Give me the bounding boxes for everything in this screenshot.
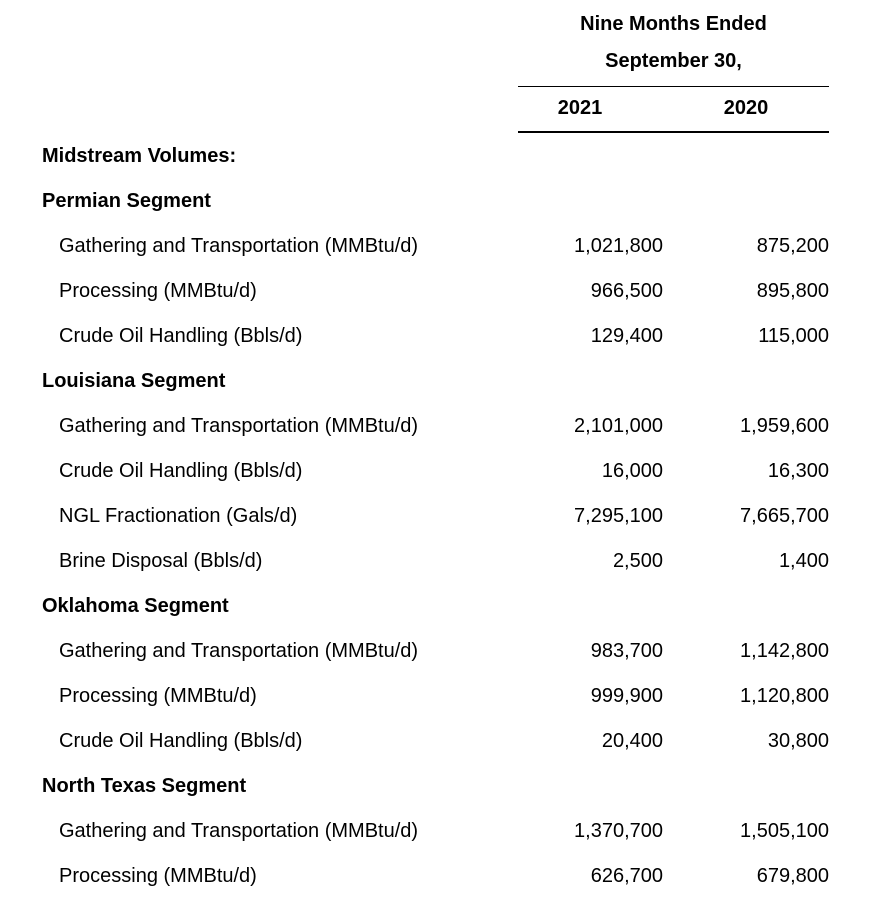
table-row: Crude Oil Handling (Bbls/d) 16,000 16,300 [0,460,873,490]
header-divider [518,86,829,87]
section-row: Midstream Volumes: [0,145,873,175]
value-2021: 7,295,100 [574,505,663,527]
table-row: Processing (MMBtu/d) 966,500 895,800 [0,280,873,310]
table-row: Gathering and Transportation (MMBtu/d) 1,… [0,820,873,850]
table-row: Brine Disposal (Bbls/d) 2,500 1,400 [0,550,873,580]
value-2020: 679,800 [756,865,829,887]
table-row: NGL Fractionation (Gals/d) 7,295,100 7,665… [0,505,873,535]
section-label: Midstream Volumes: [42,145,237,167]
table-row: Processing (MMBtu/d) 999,900 1,120,800 [0,685,873,715]
row-label: Gathering and Transportation (MMBtu/d) [59,640,419,662]
value-2021: 1,021,800 [574,235,663,257]
table-row: Crude Oil Handling (Bbls/d) 20,400 30,800 [0,730,873,760]
row-label: Processing (MMBtu/d) [59,685,257,707]
row-label: Gathering and Transportation (MMBtu/d) [59,415,419,437]
row-label: Processing (MMBtu/d) [59,865,257,887]
value-2020: 115,000 [758,325,829,347]
row-label: NGL Fractionation (Gals/d) [59,505,298,527]
row-label: Crude Oil Handling (Bbls/d) [59,460,303,482]
value-2020: 1,505,100 [740,820,829,842]
table-row: Processing (MMBtu/d) 626,700 679,800 [0,865,873,895]
section-label: Louisiana Segment [42,370,226,392]
header-bottom-divider [518,131,829,133]
table-row: Gathering and Transportation (MMBtu/d) 2,… [0,415,873,445]
value-2020: 1,120,800 [740,685,829,707]
value-2020: 7,665,700 [740,505,829,527]
table-row: Gathering and Transportation (MMBtu/d) 1,… [0,235,873,265]
value-2021: 966,500 [590,280,663,302]
section-label: Permian Segment [42,190,211,212]
value-2021: 1,370,700 [574,820,663,842]
section-label: Oklahoma Segment [42,595,229,617]
value-2020: 1,142,800 [740,640,829,662]
row-label: Crude Oil Handling (Bbls/d) [59,730,303,752]
section-label: North Texas Segment [42,775,247,797]
row-label: Gathering and Transportation (MMBtu/d) [59,235,419,257]
value-2020: 30,800 [767,730,829,752]
value-2021: 2,500 [612,550,663,572]
row-label: Brine Disposal (Bbls/d) [59,550,263,572]
column-header-2021: 2021 [557,97,603,119]
value-2021: 983,700 [590,640,663,662]
value-2020: 1,959,600 [740,415,829,437]
value-2020: 16,300 [767,460,829,482]
value-2020: 1,400 [778,550,829,572]
section-row: North Texas Segment [0,775,873,805]
period-header-line2: September 30, [605,50,742,72]
period-header-line1: Nine Months Ended [580,13,767,35]
table-row: Gathering and Transportation (MMBtu/d) 98… [0,640,873,670]
value-2021: 20,400 [601,730,663,752]
row-label: Gathering and Transportation (MMBtu/d) [59,820,419,842]
value-2020: 875,200 [756,235,829,257]
value-2021: 16,000 [601,460,663,482]
row-label: Crude Oil Handling (Bbls/d) [59,325,303,347]
value-2021: 2,101,000 [574,415,663,437]
column-header-2020: 2020 [723,97,769,119]
table-row: Crude Oil Handling (Bbls/d) 129,400 115,00… [0,325,873,355]
value-2021: 999,900 [590,685,663,707]
value-2020: 895,800 [756,280,829,302]
section-row: Permian Segment [0,190,873,220]
value-2021: 129,400 [590,325,663,347]
row-label: Processing (MMBtu/d) [59,280,257,302]
section-row: Louisiana Segment [0,370,873,400]
value-2021: 626,700 [590,865,663,887]
section-row: Oklahoma Segment [0,595,873,625]
